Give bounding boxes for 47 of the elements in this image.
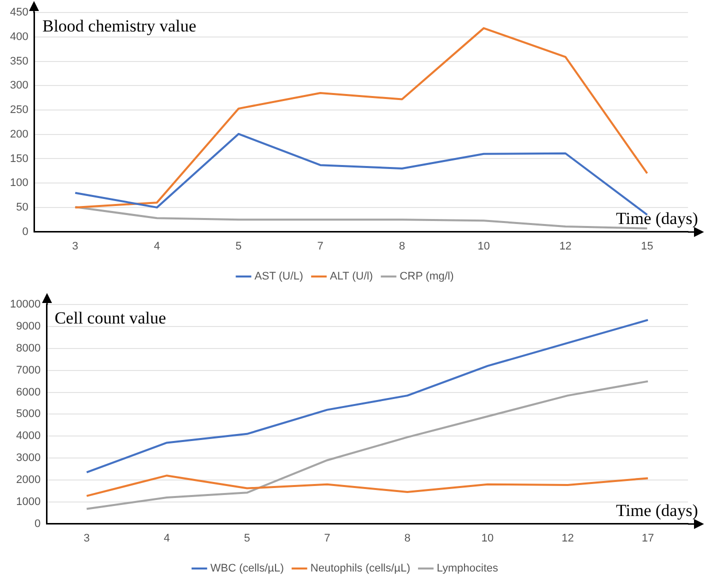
y-tick-label: 9000	[16, 320, 41, 333]
x-tick-label: 3	[72, 240, 78, 252]
y-tick-label: 7000	[16, 364, 41, 376]
x-tick-label: 12	[562, 532, 574, 544]
y-tick-label: 450	[10, 6, 28, 19]
legend-label: CRP (mg/l)	[400, 270, 454, 283]
legend-label: Neutophils (cells/µL)	[310, 562, 410, 575]
x-axis-title: Time (days)	[616, 500, 698, 520]
y-tick-label: 0	[22, 226, 28, 238]
x-tick-label: 5	[236, 240, 242, 252]
x-tick-label: 8	[398, 240, 406, 252]
y-tick-label: 300	[10, 80, 28, 92]
x-tick-label: 10	[481, 532, 494, 544]
x-tick-label: 7	[317, 240, 324, 252]
y-tick-label: 100	[10, 177, 28, 190]
x-tick-label: 15	[641, 240, 654, 252]
x-tick-label: 8	[404, 532, 410, 544]
y-axis-title: Blood chemistry value	[42, 16, 196, 36]
x-tick-label: 5	[244, 532, 250, 544]
y-tick-label: 8000	[16, 342, 41, 354]
y-tick-label: 400	[10, 30, 28, 43]
y-tick-label: 10000	[10, 298, 41, 311]
x-tick-label: 3	[84, 532, 90, 544]
y-tick-label: 2000	[16, 474, 41, 486]
y-tick-label: 3000	[16, 452, 41, 464]
legend-label: WBC (cells/µL)	[210, 562, 284, 575]
x-tick-label: 10	[478, 240, 490, 252]
y-tick-label: 200	[10, 128, 28, 140]
y-tick-label: 6000	[16, 386, 41, 398]
y-tick-label: 250	[10, 104, 28, 116]
y-tick-label: 350	[10, 55, 28, 68]
y-axis-title: Cell count value	[54, 308, 166, 328]
x-tick-label: 12	[559, 240, 572, 252]
x-tick-label: 7	[324, 532, 330, 544]
y-tick-label: 1000	[16, 496, 41, 508]
y-tick-label: 5000	[16, 408, 41, 420]
x-tick-label: 4	[154, 240, 160, 252]
legend-label: Lymphocites	[436, 562, 499, 575]
y-tick-label: 50	[16, 201, 28, 214]
y-tick-label: 4000	[16, 430, 41, 442]
y-tick-label: 150	[10, 152, 28, 165]
legend-label: ALT (U/l)	[330, 270, 373, 283]
y-tick-label: 0	[34, 518, 41, 530]
x-axis-title: Time (days)	[616, 208, 698, 228]
x-tick-label: 4	[164, 532, 170, 544]
legend-label: AST (U/L)	[254, 270, 304, 283]
x-tick-label: 17	[642, 532, 654, 544]
